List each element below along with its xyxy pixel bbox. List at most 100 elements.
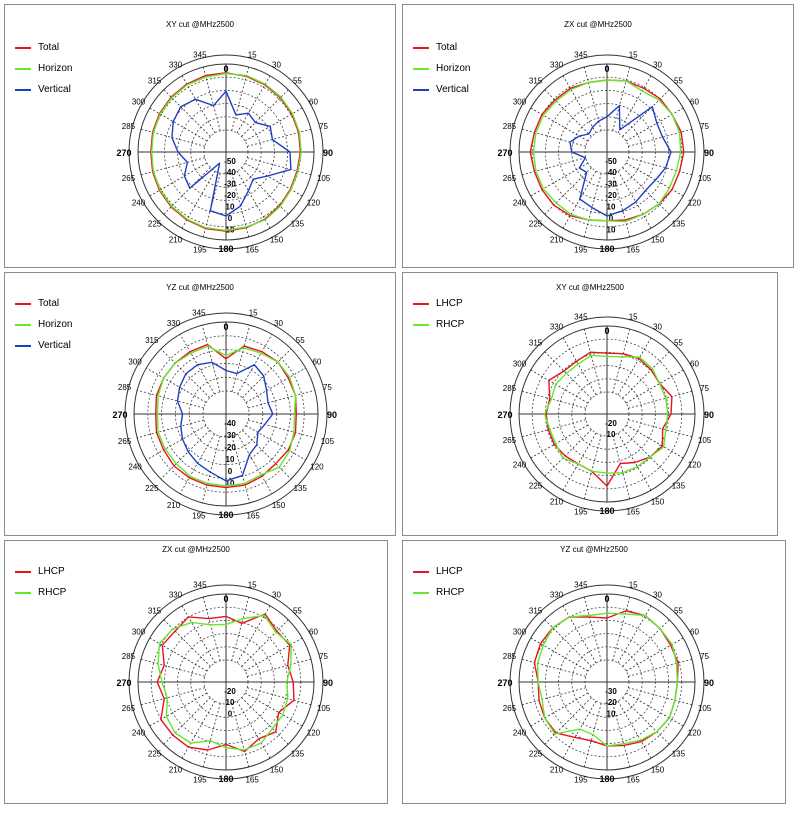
angle-label: 285: [503, 384, 517, 393]
grid-spoke: [544, 429, 592, 477]
grid-spoke: [544, 697, 592, 745]
radial-tick-label: -50: [605, 157, 617, 166]
polar-chart-6: 0 15 30 55 60 75 90 105 120 135 150 165 180 195 210 225…: [497, 580, 714, 784]
grid-spoke: [530, 107, 589, 142]
angle-label: 225: [148, 219, 162, 228]
grid-spoke: [236, 605, 271, 664]
grid-spoke: [583, 435, 602, 500]
angle-label: 345: [574, 580, 588, 589]
angle-label: 15: [248, 580, 257, 589]
grid-spoke: [530, 162, 589, 197]
angle-label: 345: [574, 312, 588, 321]
angle-label: 265: [503, 704, 517, 713]
radial-tick-label: -20: [224, 191, 236, 200]
grid-spoke: [625, 162, 684, 197]
grid-spoke: [521, 390, 586, 409]
angle-label: 225: [529, 749, 543, 758]
angle-label: 345: [193, 580, 207, 589]
angle-label: 0: [223, 594, 228, 604]
grid-spoke: [202, 66, 221, 131]
grid-spoke: [163, 89, 211, 137]
grid-spoke: [247, 157, 312, 176]
angle-label: 240: [513, 199, 527, 208]
chart-panel-6: YZ cut @MHz2500 LHCP RHCP 0 15 30 55 60 75 90 1…: [402, 540, 786, 804]
chart-panel-3: YZ cut @MHz2500 Total Horizon Vertical 0…: [4, 272, 396, 536]
grid-spoke: [245, 367, 306, 403]
angle-label: 240: [132, 729, 146, 738]
grid-spoke: [583, 66, 602, 131]
grid-spoke: [628, 128, 693, 147]
angle-label: 315: [529, 77, 543, 86]
grid-spoke: [237, 334, 273, 395]
angle-label: 90: [323, 678, 333, 688]
grid-spoke: [562, 337, 597, 396]
angle-label: 330: [169, 591, 183, 600]
angle-label: 150: [651, 235, 665, 244]
radial-tick-label: -40: [224, 168, 236, 177]
legend-label: Total: [436, 42, 458, 53]
grid-spoke: [160, 429, 211, 480]
angle-label: 300: [128, 358, 142, 367]
grid-spoke: [231, 325, 251, 392]
grid-spoke: [612, 703, 631, 768]
chart-panel-5: ZX cut @MHz2500 LHCP RHCP 0 15 30 55 60 75 90 1…: [4, 540, 388, 804]
grid-spoke: [179, 334, 215, 395]
angle-label: 270: [497, 678, 512, 688]
outer-ring: [509, 54, 705, 250]
polar-chart-3: 0 15 30 55 60 75 90 105 120 135 150 165 180 195 210 225…: [112, 309, 337, 521]
angle-label: 165: [245, 776, 259, 785]
grid-spoke: [163, 167, 211, 215]
grid-spoke: [247, 687, 312, 706]
grid-spoke: [202, 596, 221, 661]
angle-label: 60: [312, 358, 321, 367]
angle-label: 300: [513, 98, 527, 107]
legend-item-lhcp: LHCP: [413, 293, 464, 314]
radial-tick-label: -30: [224, 180, 236, 189]
chart-panel-1: XY cut @MHz2500 Total Horizon Vertical 0…: [4, 4, 396, 268]
grid-spoke: [612, 596, 631, 661]
angle-label: 135: [672, 749, 686, 758]
legend-item-vertical: Vertical: [413, 79, 470, 100]
angle-label: 225: [529, 481, 543, 490]
grid-spoke: [617, 75, 652, 134]
grid-spoke: [622, 619, 670, 667]
legend-swatch: [15, 570, 31, 573]
grid-spoke: [617, 170, 652, 229]
grid-spoke: [146, 425, 207, 461]
radial-tick-label: -50: [224, 157, 236, 166]
legend: Total Horizon Vertical: [413, 37, 470, 100]
grid-spoke: [521, 128, 586, 147]
angle-label: 0: [604, 326, 609, 336]
grid-spoke: [231, 703, 250, 768]
legend: Total Horizon Vertical: [15, 37, 72, 100]
series-line-horizon: [150, 72, 302, 232]
angle-label: 105: [698, 436, 712, 445]
legend-swatch: [413, 67, 429, 70]
angle-label: 120: [688, 199, 702, 208]
grid-spoke: [149, 162, 208, 197]
radial-tick-label: 10: [226, 698, 235, 707]
legend-item-total: Total: [413, 37, 470, 58]
grid-spoke: [181, 170, 216, 229]
grid-spoke: [181, 75, 216, 134]
angle-label: 330: [169, 61, 183, 70]
angle-label: 55: [674, 77, 683, 86]
legend: LHCP RHCP: [413, 293, 464, 335]
angle-label: 285: [503, 652, 517, 661]
radial-tick-label: -30: [605, 687, 617, 696]
legend-swatch: [15, 67, 31, 70]
angle-label: 150: [270, 235, 284, 244]
angle-label: 30: [272, 61, 281, 70]
grid-spoke: [140, 128, 205, 147]
angle-label: 150: [272, 501, 286, 510]
outer-ring: [124, 312, 328, 516]
radial-tick-label: 0: [228, 710, 233, 719]
angle-label: 75: [323, 383, 332, 392]
grid-spoke: [244, 107, 303, 142]
legend-swatch: [15, 302, 31, 305]
legend-item-total: Total: [15, 37, 72, 58]
angle-label: 75: [319, 122, 328, 131]
outer-ring: [509, 316, 705, 512]
grid-spoke: [248, 389, 315, 409]
angle-label: 265: [122, 174, 136, 183]
